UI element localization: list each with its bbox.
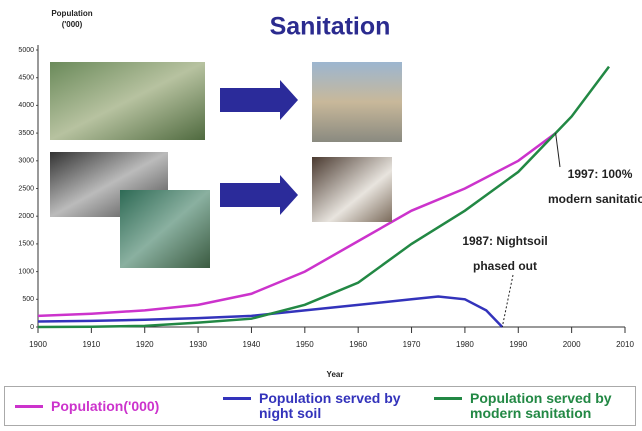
annotation-arrow	[555, 133, 561, 168]
annotation: phased out	[473, 259, 537, 273]
legend-label: Population served by night soil	[259, 390, 401, 421]
arrow	[220, 80, 298, 120]
y-tick-label: 4500	[18, 75, 34, 82]
x-axis-label: Year	[327, 370, 344, 379]
legend-swatch	[15, 404, 43, 408]
annotation: 1997: 100%	[568, 167, 633, 181]
annotation: 1987: Nightsoil	[462, 234, 547, 248]
legend-swatch	[434, 397, 462, 400]
y-tick-label: 3000	[18, 158, 34, 165]
x-tick-label: 1940	[243, 340, 261, 349]
photo	[312, 157, 392, 222]
annotation-arrow	[501, 274, 514, 328]
x-tick-label: 1960	[349, 340, 367, 349]
legend-swatch	[223, 397, 251, 400]
x-tick-label: 2010	[616, 340, 634, 349]
y-tick-label: 2500	[18, 185, 34, 192]
x-tick-label: 1930	[189, 340, 207, 349]
y-tick-label: 5000	[18, 47, 34, 54]
y-tick-label: 2000	[18, 213, 34, 220]
x-tick-label: 1910	[82, 340, 100, 349]
y-axis-label: ('000)	[62, 20, 83, 29]
legend-item: Population served by modern sanitation	[424, 391, 635, 421]
y-tick-label: 500	[22, 296, 34, 303]
x-tick-label: 2000	[563, 340, 581, 349]
y-axis-label: Population	[51, 9, 92, 18]
x-tick-label: 1950	[296, 340, 314, 349]
legend-item: Population('000)	[5, 397, 213, 414]
x-tick-label: 1990	[509, 340, 527, 349]
y-tick-label: 1000	[18, 268, 34, 275]
y-tick-label: 3500	[18, 130, 34, 137]
photo	[50, 62, 205, 140]
y-tick-label: 0	[30, 324, 34, 331]
y-tick-label: 1500	[18, 241, 34, 248]
x-tick-label: 1980	[456, 340, 474, 349]
legend: Population('000) Population served by nig…	[4, 386, 636, 426]
legend-label: Population served by modern sanitation	[470, 390, 612, 421]
annotation: modern sanitation	[548, 192, 642, 206]
chart-title: Sanitation	[270, 13, 391, 41]
photo	[312, 62, 402, 142]
y-tick-label: 4000	[18, 102, 34, 109]
x-tick-label: 1900	[29, 340, 47, 349]
line-series	[37, 295, 504, 328]
line-series	[37, 132, 557, 318]
x-tick-label: 1970	[403, 340, 421, 349]
x-tick-label: 1920	[136, 340, 154, 349]
legend-label: Population('000)	[51, 397, 160, 414]
legend-item: Population served by night soil	[213, 391, 424, 421]
photo	[120, 190, 210, 268]
chart: Sanitation Population ('000) Year 0 500 10…	[18, 9, 642, 379]
arrow	[220, 175, 298, 215]
